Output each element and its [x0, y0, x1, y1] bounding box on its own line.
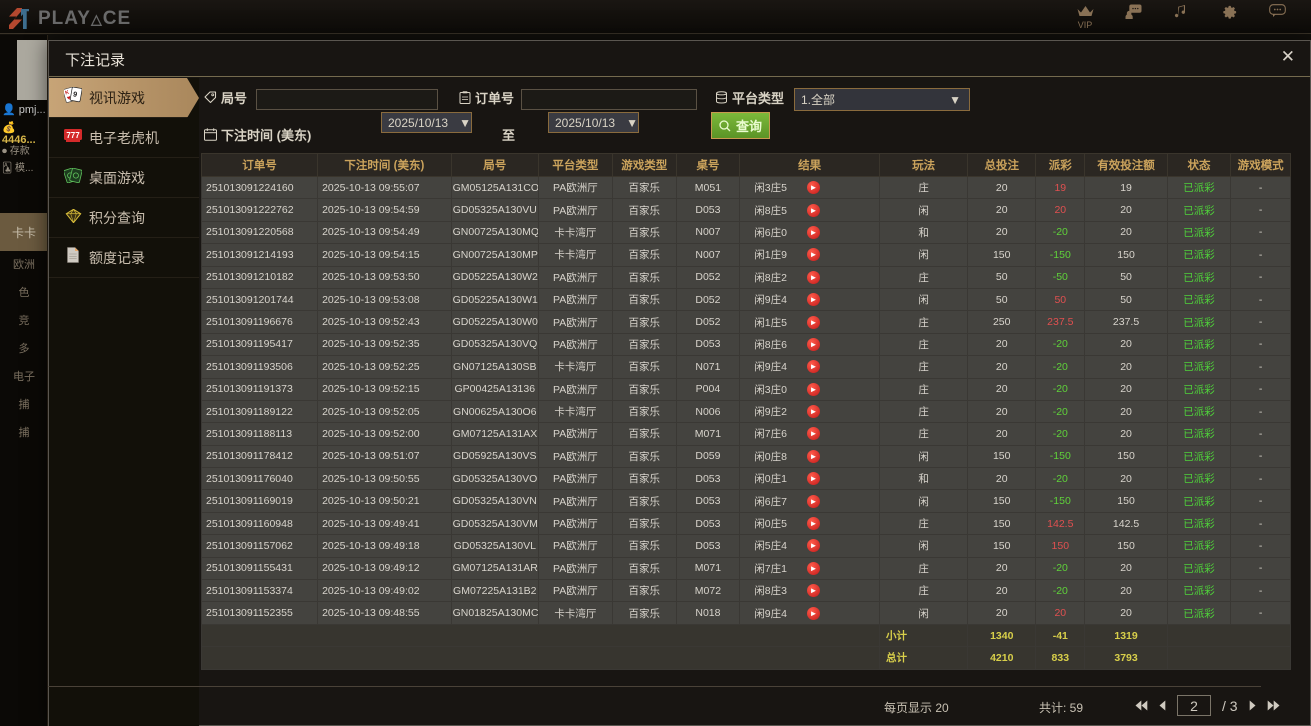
svg-text:777: 777 [66, 131, 80, 140]
